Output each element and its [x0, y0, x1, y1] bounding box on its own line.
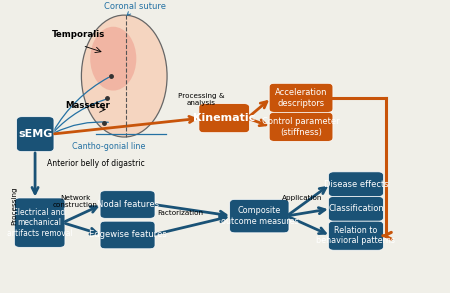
Ellipse shape [81, 15, 167, 137]
Ellipse shape [90, 27, 136, 91]
Text: Anterior belly of digastric: Anterior belly of digastric [47, 159, 145, 168]
Text: sEMG: sEMG [18, 129, 53, 139]
FancyBboxPatch shape [328, 221, 383, 250]
Text: Processing: Processing [11, 186, 18, 225]
Text: Relation to
behavioral patterns: Relation to behavioral patterns [316, 226, 396, 246]
FancyBboxPatch shape [14, 198, 65, 247]
Text: Control parameter
(stiffness): Control parameter (stiffness) [262, 117, 340, 137]
FancyBboxPatch shape [199, 104, 249, 133]
FancyBboxPatch shape [17, 117, 54, 151]
Text: Masseter: Masseter [65, 101, 110, 110]
FancyBboxPatch shape [100, 221, 155, 249]
Text: Temporalis: Temporalis [52, 30, 105, 39]
Text: Coronal suture: Coronal suture [104, 2, 166, 15]
Text: Edgewise features: Edgewise features [89, 231, 166, 239]
Text: Network
construction: Network construction [53, 195, 98, 208]
FancyBboxPatch shape [269, 112, 333, 142]
Text: Kinematic: Kinematic [193, 113, 255, 123]
FancyBboxPatch shape [328, 172, 383, 197]
FancyBboxPatch shape [100, 191, 155, 218]
Text: Nodal features: Nodal features [97, 200, 158, 209]
Text: Disease effects: Disease effects [324, 180, 388, 189]
FancyBboxPatch shape [230, 200, 289, 233]
Text: Classification: Classification [328, 204, 384, 213]
Text: Processing &
analysis: Processing & analysis [178, 93, 225, 106]
Text: Acceleration
descriptors: Acceleration descriptors [275, 88, 327, 108]
Text: Composite
outcome measures: Composite outcome measures [220, 206, 298, 226]
Text: Cantho-gonial line: Cantho-gonial line [72, 142, 145, 151]
Text: Factorization: Factorization [158, 209, 203, 216]
FancyBboxPatch shape [328, 197, 383, 221]
Text: Electrical and
mechanical
artifacts removal: Electrical and mechanical artifacts remo… [7, 208, 72, 238]
Text: Application: Application [282, 195, 322, 201]
FancyBboxPatch shape [269, 83, 333, 112]
